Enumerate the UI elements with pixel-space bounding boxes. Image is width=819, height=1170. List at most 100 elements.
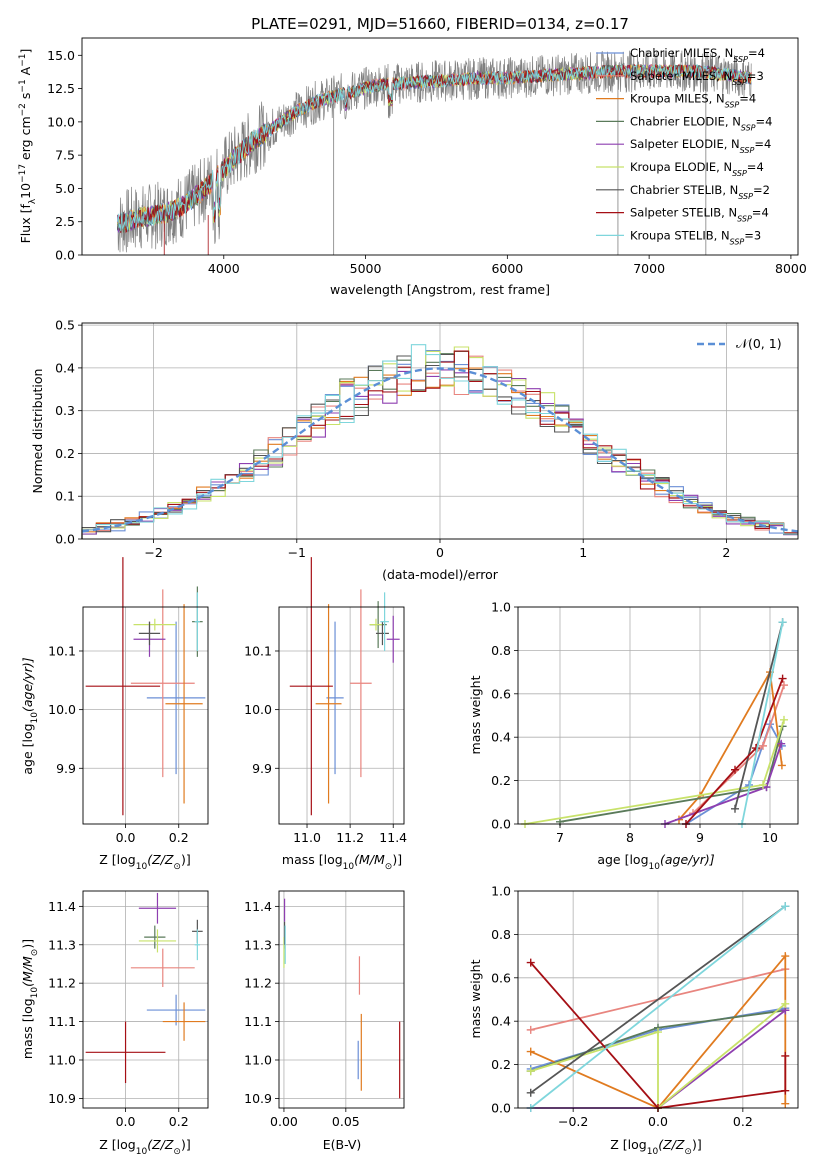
x-tick-label: 10 bbox=[762, 830, 778, 845]
age-mass-grid bbox=[279, 607, 404, 824]
y-tick-label: 11.2 bbox=[244, 976, 272, 991]
residual-panel: 𝒩(0, 1) −2 −1 0 1 2 0.0 0.1 0.2 0.3 0.4 0.5 (data-… bbox=[30, 318, 799, 582]
x-tick-label: 8 bbox=[626, 830, 634, 845]
age-z-grid bbox=[83, 607, 208, 824]
massweight-vs-metallicity-panel: −0.2 0.0 0.2 0.0 0.2 0.4 0.6 0.8 1.0 Z [log10(Z/… bbox=[468, 884, 799, 1157]
massweight-point-salpeter-elodie bbox=[777, 739, 786, 748]
y-tick-label: 0.2 bbox=[55, 446, 75, 461]
spectrum-ticks: 4000 5000 6000 7000 8000 0.0 2.5 5.0 7.5 10.0 12.5… bbox=[47, 48, 807, 276]
age-mass-xlabel: mass [log10(M/M⊙)] bbox=[282, 852, 402, 872]
spectrum-frame bbox=[81, 37, 799, 256]
y-tick-label: 0.6 bbox=[491, 686, 511, 701]
y-tick-label: 10.0 bbox=[47, 114, 75, 129]
y-tick-label: 11.3 bbox=[48, 937, 76, 952]
x-tick-label: 5000 bbox=[350, 261, 382, 276]
massweight-point-kroupa-elodie bbox=[654, 1028, 662, 1037]
mass-vs-metallicity-panel: 0.0 0.2 10.9 11.0 11.1 11.2 11.3 11.4 Z [log10(… bbox=[20, 890, 209, 1157]
y-tick-label: 0.6 bbox=[491, 970, 511, 985]
massweight-point-kroupa-stelib bbox=[778, 618, 787, 627]
legend-label-salpeter-elodie: Salpeter ELODIE, NSSP=4 bbox=[630, 137, 771, 155]
residual-ticks: −2 −1 0 1 2 0.0 0.1 0.2 0.3 0.4 0.5 bbox=[55, 318, 730, 560]
observed-spectrum-line bbox=[117, 50, 752, 253]
massweight-line-chabrier-stelib bbox=[530, 905, 786, 1094]
mass-z-ylabel: mass [log10(M/M⊙)] bbox=[20, 939, 40, 1059]
mass-z-xlabel: Z [log10(Z/Z⊙)] bbox=[99, 1137, 190, 1157]
age-vs-metallicity-panel: 0.0 0.2 9.9 10.0 10.1 Z [log10(Z/Z⊙)] age [l… bbox=[20, 557, 209, 872]
legend-label-chabrier-miles: Chabrier MILES, NSSP=4 bbox=[630, 46, 765, 64]
age-z-ylabel: age [log10(age/yr)] bbox=[20, 657, 40, 774]
y-tick-label: 0.8 bbox=[491, 643, 511, 658]
x-tick-label: 6000 bbox=[491, 261, 523, 276]
y-tick-label: 12.5 bbox=[47, 81, 75, 96]
y-tick-label: 5.0 bbox=[55, 181, 75, 196]
massweight-point-salpeter-stelib bbox=[731, 765, 739, 774]
age-mass-frame bbox=[278, 606, 405, 825]
massweight-point-kroupa-elodie bbox=[781, 999, 790, 1008]
x-tick-label: 11.2 bbox=[336, 830, 364, 845]
spectrum-lines bbox=[117, 50, 752, 255]
y-tick-label: 11.0 bbox=[244, 1052, 272, 1067]
mass-ebv-errorbars bbox=[283, 898, 401, 1099]
age-mass-ticks: 11.0 11.2 11.4 9.9 10.0 10.1 bbox=[244, 643, 407, 845]
legend-label-salpeter-stelib: Salpeter STELIB, NSSP=4 bbox=[630, 206, 769, 224]
massweight-line-kroupa-miles bbox=[530, 953, 787, 1110]
y-tick-label: 9.9 bbox=[56, 761, 76, 776]
massweight-line-chabrier-elodie bbox=[559, 726, 784, 823]
x-tick-label: 11.4 bbox=[379, 830, 407, 845]
y-tick-label: 11.1 bbox=[48, 1014, 76, 1029]
massweight-point-chabrier-stelib bbox=[526, 1088, 535, 1097]
mass-ebv-ticks: 0.00 0.05 10.9 11.0 11.1 11.2 11.3 11.4 bbox=[244, 899, 360, 1129]
x-tick-label: 0.2 bbox=[169, 1114, 189, 1129]
mw-z-ylabel: mass weight bbox=[468, 959, 483, 1038]
y-tick-label: 11.3 bbox=[244, 937, 272, 952]
x-tick-label: 4000 bbox=[208, 261, 240, 276]
y-tick-label: 10.0 bbox=[48, 702, 76, 717]
x-tick-label: 0.0 bbox=[116, 1114, 136, 1129]
spectrum-xlabel: wavelength [Angstrom, rest frame] bbox=[330, 282, 550, 297]
mass-z-frame bbox=[82, 890, 209, 1109]
residual-ylabel: Normed distribution bbox=[30, 369, 45, 494]
y-tick-label: 0.0 bbox=[491, 817, 511, 832]
massweight-vs-age-panel: 7 8 9 10 0.0 0.2 0.4 0.6 0.8 1.0 age [log10(age/y… bbox=[468, 600, 799, 872]
spectrum-legend: Chabrier MILES, NSSP=4 Salpeter MILES, NS… bbox=[596, 46, 772, 246]
residual-histograms bbox=[81, 344, 799, 539]
massweight-line-kroupa-elodie bbox=[530, 1003, 786, 1110]
mass-ebv-grid bbox=[279, 891, 404, 1108]
residual-histogram-kroupa-stelib bbox=[81, 344, 798, 539]
legend-label-normal: 𝒩(0, 1) bbox=[736, 336, 782, 351]
massweight-point-kroupa-miles bbox=[526, 1047, 535, 1056]
x-tick-label: 7 bbox=[556, 830, 564, 845]
x-tick-label: 9 bbox=[696, 830, 704, 845]
y-tick-label: 11.4 bbox=[244, 899, 272, 914]
y-tick-label: 0.0 bbox=[55, 532, 75, 547]
x-tick-label: 2 bbox=[722, 545, 730, 560]
y-tick-label: 0.4 bbox=[491, 730, 511, 745]
massweight-point-kroupa-miles bbox=[781, 1099, 790, 1108]
age-mass-errorbars bbox=[289, 557, 400, 816]
massweight-point-salpeter-stelib bbox=[778, 674, 787, 683]
legend-label-kroupa-elodie: Kroupa ELODIE, NSSP=4 bbox=[630, 160, 764, 178]
x-tick-label: −2 bbox=[144, 545, 162, 560]
y-tick-label: 1.0 bbox=[491, 600, 511, 615]
massweight-point-salpeter-miles bbox=[780, 681, 788, 690]
x-tick-label: 0.05 bbox=[332, 1114, 360, 1129]
mw-z-xlabel: Z [log10(Z/Z⊙)] bbox=[610, 1137, 701, 1157]
y-tick-label: 7.5 bbox=[55, 148, 75, 163]
residual-legend: 𝒩(0, 1) bbox=[697, 336, 782, 351]
y-tick-label: 10.0 bbox=[244, 702, 272, 717]
y-tick-label: 10.1 bbox=[48, 643, 76, 658]
legend-label-chabrier-stelib: Chabrier STELIB, NSSP=2 bbox=[630, 183, 770, 201]
y-tick-label: 0.0 bbox=[55, 248, 75, 263]
massweight-point-salpeter-stelib bbox=[781, 1086, 790, 1095]
massweight-point-kroupa-miles bbox=[777, 761, 786, 770]
normal-curve bbox=[81, 367, 799, 533]
mass-z-grid bbox=[83, 891, 208, 1108]
model-spectrum-line-kroupa-stelib bbox=[117, 63, 752, 232]
mw-age-xlabel: age [log10(age/yr)] bbox=[597, 852, 714, 872]
massweight-point-kroupa-elodie bbox=[526, 1067, 535, 1076]
residual-xlabel: (data-model)/error bbox=[382, 567, 499, 582]
age-z-ticks: 0.0 0.2 9.9 10.0 10.1 bbox=[48, 643, 189, 845]
y-tick-label: 0.2 bbox=[491, 773, 511, 788]
x-tick-label: 0.0 bbox=[648, 1114, 668, 1129]
